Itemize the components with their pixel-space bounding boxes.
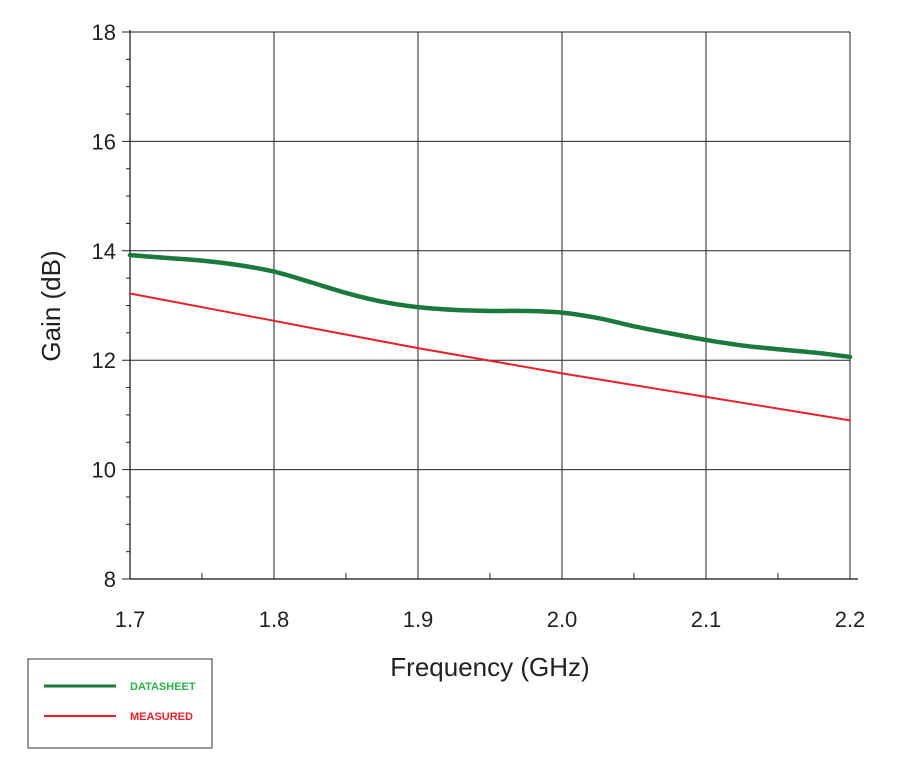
axes bbox=[129, 30, 858, 580]
x-tick-label: 1.9 bbox=[403, 607, 434, 632]
x-tick-label: 1.7 bbox=[115, 607, 146, 632]
minor-ticks bbox=[126, 58, 779, 579]
x-tick-labels: 1.7 1.8 1.9 2.0 2.1 2.2 bbox=[115, 607, 866, 632]
x-tick-label: 2.1 bbox=[691, 607, 722, 632]
x-tick-label: 1.8 bbox=[259, 607, 290, 632]
x-tick-label: 2.0 bbox=[547, 607, 578, 632]
legend-label-datasheet: DATASHEET bbox=[130, 681, 196, 693]
y-tick-label: 8 bbox=[104, 567, 116, 592]
y-tick-label: 12 bbox=[92, 348, 116, 373]
series-line-measured bbox=[129, 292, 851, 422]
y-tick-labels: 8 10 12 14 16 18 bbox=[92, 20, 116, 592]
y-axis-title: Gain (dB) bbox=[36, 250, 66, 361]
legend-box bbox=[27, 658, 213, 749]
y-tick-label: 18 bbox=[92, 20, 116, 45]
series-lines bbox=[127, 252, 853, 422]
legend-label-measured: MEASURED bbox=[130, 711, 193, 723]
y-tick-label: 10 bbox=[92, 458, 116, 483]
x-axis-title: Frequency (GHz) bbox=[390, 652, 589, 682]
legend: DATASHEET MEASURED bbox=[27, 658, 213, 749]
series-line-datasheet bbox=[127, 252, 853, 360]
x-tick-label: 2.2 bbox=[835, 607, 866, 632]
grid-lines bbox=[122, 31, 851, 580]
y-tick-label: 16 bbox=[92, 129, 116, 154]
y-tick-label: 14 bbox=[92, 239, 116, 264]
